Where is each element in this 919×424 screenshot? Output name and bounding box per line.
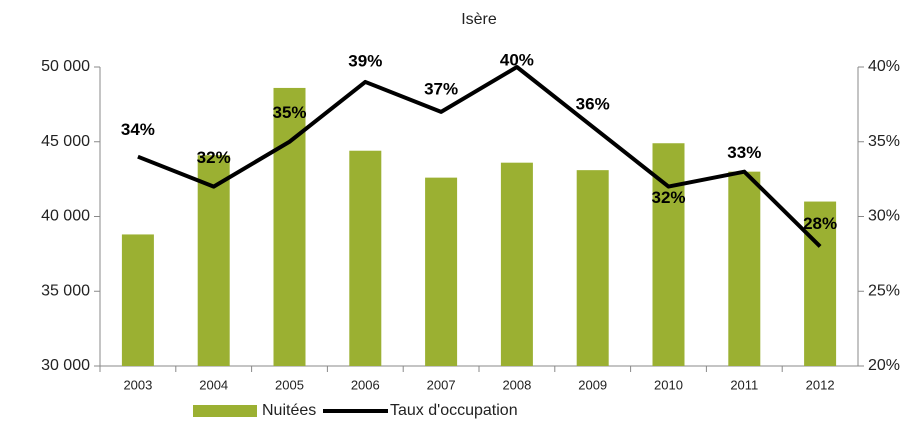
data-label: 28% [803,214,837,233]
y2-tick-label: 40% [868,58,900,75]
chart-subtitle: Isère [461,11,497,28]
bar [728,171,761,366]
data-label: 39% [348,51,382,70]
x-tick-label: 2004 [199,377,228,392]
legend-swatch [193,405,257,417]
x-tick-label: 2005 [275,377,304,392]
legend-label: Nuitées [262,402,316,419]
data-label: 35% [272,103,306,122]
data-label: 32% [197,148,231,167]
data-label: 33% [727,143,761,162]
y-tick-label: 50 000 [41,58,90,75]
bar [576,170,609,366]
line [137,65,822,248]
x-tick-label: 2010 [654,377,683,392]
bar [804,201,837,366]
y2-tick-label: 35% [868,133,900,150]
y-tick-label: 30 000 [41,357,90,374]
x-tick-label: 2012 [806,377,835,392]
y2-tick-label: 25% [868,282,900,299]
data-label: 37% [424,79,458,98]
bar [197,155,230,366]
data-label: 34% [121,120,155,139]
bar [121,234,154,366]
x-tick-label: 2009 [578,377,607,392]
x-tick-label: 2007 [427,377,456,392]
y-tick-label: 35 000 [41,282,90,299]
bar [425,177,458,366]
data-label: 32% [651,188,685,207]
x-tick-label: 2006 [351,377,380,392]
data-label: 40% [500,50,534,69]
data-label: 36% [576,94,610,113]
legend-label: Taux d'occupation [390,402,518,419]
bar [273,87,306,367]
y-tick-label: 45 000 [41,133,90,150]
x-tick-label: 2008 [502,377,531,392]
y2-tick-label: 30% [868,208,900,225]
bar [349,150,382,366]
bar [500,162,533,366]
y-tick-label: 40 000 [41,208,90,225]
y2-tick-label: 20% [868,357,900,374]
x-tick-label: 2003 [123,377,152,392]
x-tick-label: 2011 [730,377,758,392]
